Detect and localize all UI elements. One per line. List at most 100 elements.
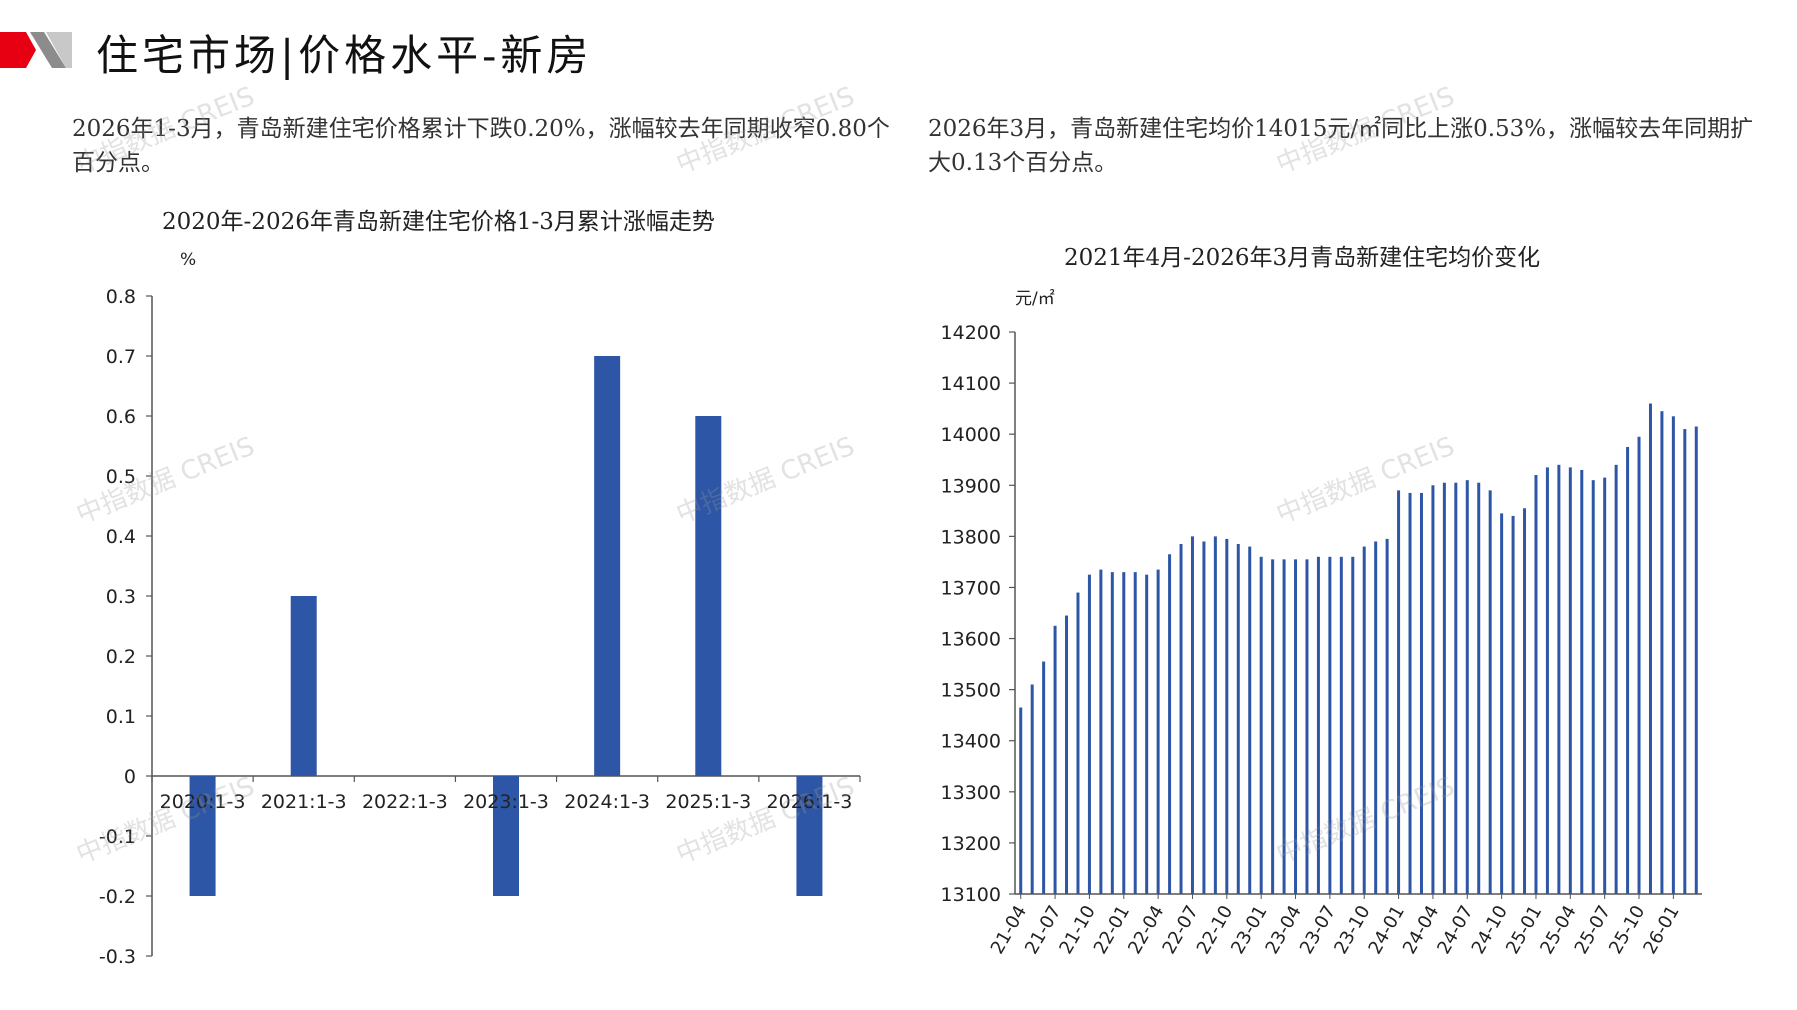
x-tick-label: 26-01 — [1639, 902, 1683, 958]
bar — [594, 356, 621, 776]
bar — [1545, 467, 1549, 894]
bar — [695, 416, 722, 776]
bar — [1660, 411, 1664, 894]
bar — [1087, 574, 1091, 894]
bar — [1500, 513, 1504, 894]
bar — [1065, 615, 1069, 894]
y-tick-label: 0.8 — [106, 286, 136, 308]
y-tick-label: 0.6 — [106, 406, 136, 428]
bar — [1133, 572, 1137, 894]
y-tick-label: 0.1 — [106, 706, 136, 728]
right-chart-unit: 元/㎡ — [1015, 289, 1055, 309]
bar — [1614, 464, 1618, 894]
bar — [1694, 426, 1698, 894]
y-tick-label: 13200 — [941, 833, 1001, 855]
bar — [1294, 559, 1298, 894]
bar — [1328, 556, 1332, 894]
left-description: 2026年1-3月，青岛新建住宅价格累计下跌0.20%，涨幅较去年同期收窄0.8… — [72, 116, 890, 176]
y-tick-label: 14200 — [941, 322, 1001, 344]
y-tick-label: 13900 — [941, 475, 1001, 497]
y-tick-label: 0.2 — [106, 646, 136, 668]
x-tick-label: 2023:1-3 — [463, 791, 549, 813]
bar — [290, 596, 317, 776]
bar — [1190, 536, 1194, 894]
bar — [796, 776, 823, 896]
bar — [1042, 661, 1046, 894]
y-tick-label: 13600 — [941, 629, 1001, 651]
y-tick-label: 0.5 — [106, 466, 136, 488]
bar — [1271, 559, 1275, 894]
y-tick-label: -0.3 — [99, 946, 136, 968]
y-tick-label: 0.7 — [106, 346, 136, 368]
bar — [1534, 475, 1538, 894]
bar — [1213, 536, 1217, 894]
x-tick-label: 2022:1-3 — [362, 791, 448, 813]
bar — [189, 776, 216, 896]
bar — [1076, 592, 1080, 894]
x-tick-label: 2021:1-3 — [261, 791, 347, 813]
bar — [1019, 707, 1023, 894]
bar — [1557, 464, 1561, 894]
bar — [1339, 556, 1343, 894]
bar — [1442, 482, 1446, 894]
right-description: 2026年3月，青岛新建住宅均价14015元/㎡同比上涨0.53%，涨幅较去年同… — [928, 116, 1754, 176]
bar — [1202, 541, 1206, 894]
bar — [1603, 477, 1607, 894]
logo-light-shape — [46, 32, 72, 68]
y-tick-label: 13300 — [941, 782, 1001, 804]
bar — [1626, 446, 1630, 894]
logo-red-shape — [0, 32, 36, 68]
y-tick-label: 14000 — [941, 424, 1001, 446]
bar — [1156, 569, 1160, 894]
bar — [1591, 480, 1595, 894]
bar — [1419, 492, 1423, 894]
y-tick-label: 14100 — [941, 373, 1001, 395]
bar — [1351, 556, 1355, 894]
bar — [1431, 485, 1435, 894]
y-tick-label: 0.4 — [106, 526, 136, 548]
page-title: 住宅市场|价格水平-新房 — [96, 31, 593, 80]
right-chart-title: 2021年4月-2026年3月青岛新建住宅均价变化 — [1064, 245, 1541, 271]
left-chart-title: 2020年-2026年青岛新建住宅价格1-3月累计涨幅走势 — [162, 209, 715, 235]
bar — [1110, 572, 1114, 894]
y-tick-label: 13700 — [941, 577, 1001, 599]
x-tick-label: 2020:1-3 — [160, 791, 246, 813]
bar — [1488, 490, 1492, 894]
bar — [1122, 572, 1126, 894]
bar — [1408, 492, 1412, 894]
bar — [1030, 684, 1034, 894]
bar — [1465, 480, 1469, 894]
bar — [1362, 546, 1366, 894]
x-tick-label: 2026:1-3 — [767, 791, 853, 813]
bar — [1385, 538, 1389, 894]
bar — [1568, 467, 1572, 894]
y-tick-label: 13500 — [941, 680, 1001, 702]
y-tick-label: 13100 — [941, 884, 1001, 906]
bar — [1648, 403, 1652, 894]
y-tick-label: -0.2 — [99, 886, 136, 908]
bar — [1168, 554, 1172, 894]
left-chart-unit: % — [180, 250, 197, 270]
bar — [1236, 544, 1240, 894]
bar — [1305, 559, 1309, 894]
y-tick-label: 0.3 — [106, 586, 136, 608]
bar — [1225, 538, 1229, 894]
bar — [1145, 574, 1149, 894]
y-tick-label: 13400 — [941, 731, 1001, 753]
bar — [1099, 569, 1103, 894]
bar — [1316, 556, 1320, 894]
bar — [493, 776, 519, 896]
bar — [1683, 429, 1687, 894]
bar — [1580, 469, 1584, 894]
x-tick-label: 2025:1-3 — [665, 791, 751, 813]
y-tick-label: 0 — [124, 766, 136, 788]
bar — [1671, 416, 1675, 894]
bar — [1454, 482, 1458, 894]
y-tick-label: -0.1 — [99, 826, 136, 848]
bar — [1523, 508, 1527, 894]
bar — [1397, 490, 1401, 894]
logo-gray-shape — [30, 32, 66, 68]
bar — [1282, 559, 1286, 894]
